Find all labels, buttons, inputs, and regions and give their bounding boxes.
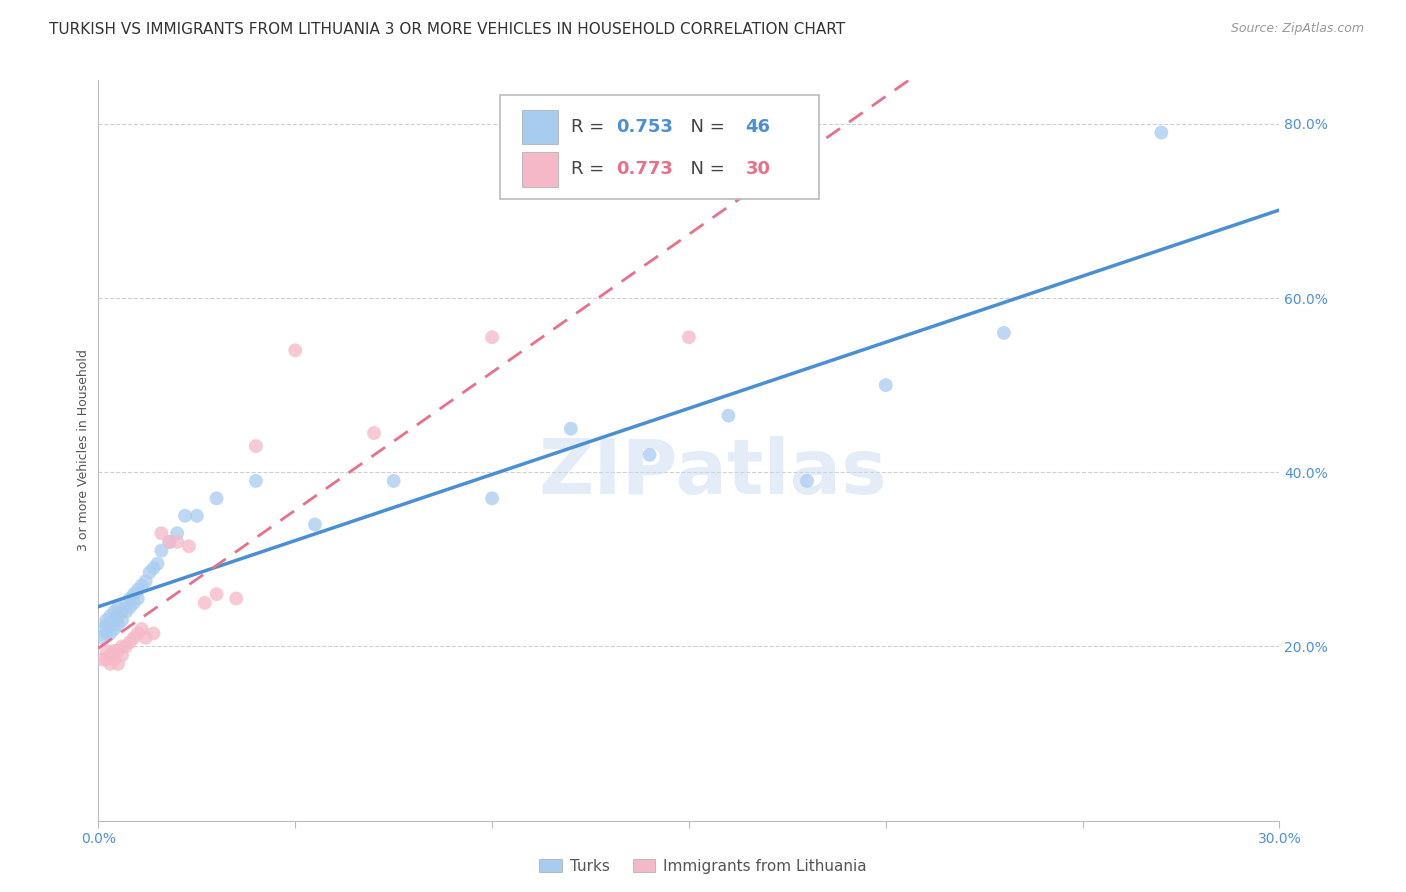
Point [796, 474, 818, 488]
Point [103, 644, 125, 658]
Point [875, 378, 897, 392]
Point [284, 343, 307, 358]
Point [111, 648, 134, 662]
Point [111, 605, 134, 619]
Point [103, 605, 125, 619]
Point [1150, 126, 1173, 140]
Point [146, 557, 169, 571]
Point [103, 622, 125, 636]
Point [166, 535, 188, 549]
Point [138, 566, 160, 580]
Point [481, 330, 503, 344]
Point [131, 622, 153, 636]
Point [122, 596, 145, 610]
Point [194, 596, 217, 610]
Point [186, 508, 208, 523]
Point [678, 330, 700, 344]
Point [363, 425, 385, 440]
Point [98, 617, 121, 632]
Point [245, 439, 267, 453]
FancyBboxPatch shape [523, 110, 558, 145]
Point [122, 587, 145, 601]
Legend: Turks, Immigrants from Lithuania: Turks, Immigrants from Lithuania [533, 853, 873, 880]
Text: 30: 30 [745, 161, 770, 178]
Text: N =: N = [679, 118, 731, 136]
Point [205, 587, 228, 601]
Point [142, 626, 165, 640]
Point [205, 491, 228, 506]
Point [98, 648, 121, 662]
Point [115, 640, 138, 654]
Point [98, 609, 121, 624]
Point [96, 644, 118, 658]
Point [107, 609, 129, 624]
Point [157, 535, 180, 549]
Text: N =: N = [679, 161, 731, 178]
Point [98, 626, 121, 640]
Text: 0.773: 0.773 [616, 161, 672, 178]
Point [115, 605, 138, 619]
Point [142, 561, 165, 575]
Point [150, 526, 173, 541]
Text: TURKISH VS IMMIGRANTS FROM LITHUANIA 3 OR MORE VEHICLES IN HOUSEHOLD CORRELATION: TURKISH VS IMMIGRANTS FROM LITHUANIA 3 O… [49, 22, 845, 37]
Point [91, 652, 114, 666]
Point [118, 600, 141, 615]
Point [135, 574, 157, 588]
Point [127, 591, 149, 606]
Point [122, 631, 145, 645]
Point [111, 613, 134, 627]
Point [127, 582, 149, 597]
Point [304, 517, 326, 532]
Text: ZIPatlas: ZIPatlas [538, 435, 887, 509]
FancyBboxPatch shape [501, 95, 818, 199]
Point [131, 578, 153, 592]
Point [150, 543, 173, 558]
FancyBboxPatch shape [523, 152, 558, 186]
Text: 46: 46 [745, 118, 770, 136]
Point [127, 626, 149, 640]
Point [245, 474, 267, 488]
Text: R =: R = [571, 118, 610, 136]
Text: Source: ZipAtlas.com: Source: ZipAtlas.com [1230, 22, 1364, 36]
Point [481, 491, 503, 506]
Point [115, 596, 138, 610]
Point [91, 622, 114, 636]
Point [98, 657, 121, 671]
Point [560, 422, 582, 436]
Text: 0.753: 0.753 [616, 118, 672, 136]
Point [118, 591, 141, 606]
Point [96, 652, 118, 666]
Point [107, 617, 129, 632]
Point [135, 631, 157, 645]
Point [107, 657, 129, 671]
Point [107, 644, 129, 658]
Point [103, 652, 125, 666]
Text: R =: R = [571, 161, 610, 178]
Point [96, 617, 118, 632]
Point [638, 448, 661, 462]
Point [177, 539, 200, 553]
Point [96, 613, 118, 627]
Point [91, 631, 114, 645]
Point [166, 526, 188, 541]
Point [103, 613, 125, 627]
Point [717, 409, 740, 423]
Point [111, 640, 134, 654]
Point [107, 600, 129, 615]
Point [96, 626, 118, 640]
Point [157, 535, 180, 549]
Y-axis label: 3 or more Vehicles in Household: 3 or more Vehicles in Household [77, 350, 90, 551]
Point [225, 591, 247, 606]
Point [993, 326, 1015, 340]
Point [118, 635, 141, 649]
Point [382, 474, 405, 488]
Point [174, 508, 197, 523]
